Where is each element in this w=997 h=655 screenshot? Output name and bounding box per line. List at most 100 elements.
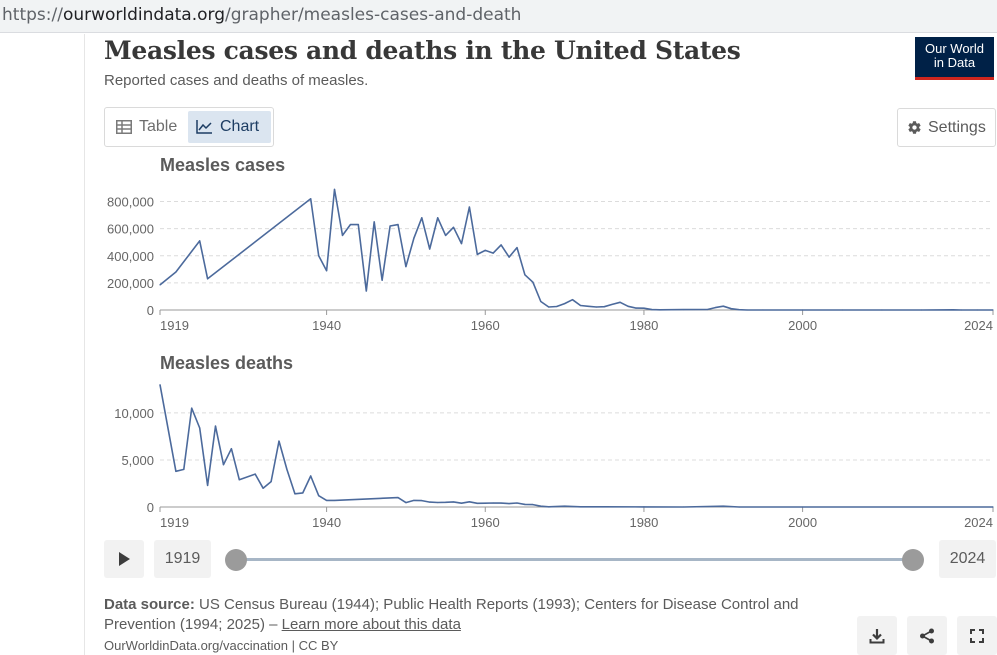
data-point — [976, 309, 978, 311]
page-title: Measles cases and deaths in the United S… — [104, 36, 741, 65]
data-point — [484, 502, 486, 504]
data-point — [270, 481, 272, 483]
learn-more-link[interactable]: Learn more about this data — [281, 616, 461, 633]
data-point — [532, 503, 534, 506]
data-point — [921, 309, 923, 311]
data-point — [802, 309, 804, 311]
tab-chart[interactable]: Chart — [188, 111, 271, 143]
x-tick-label: 2000 — [788, 318, 817, 333]
data-point — [333, 188, 336, 190]
data-point — [413, 237, 415, 239]
data-point — [516, 502, 518, 504]
gear-icon — [908, 121, 921, 134]
data-point — [175, 271, 177, 273]
data-point — [199, 427, 201, 429]
series-line — [159, 384, 993, 508]
data-point — [564, 303, 566, 305]
fullscreen-button[interactable] — [957, 616, 997, 655]
settings-button[interactable]: Settings — [897, 108, 996, 147]
logo-line-1: Our World — [925, 41, 984, 56]
data-point — [476, 253, 478, 256]
data-point — [762, 309, 764, 311]
data-point — [230, 448, 232, 450]
data-point — [159, 384, 161, 386]
timeline-end-handle[interactable] — [902, 549, 924, 571]
data-point — [476, 502, 478, 504]
data-point — [222, 464, 225, 466]
line-chart-icon — [196, 120, 212, 134]
url-scheme: https:// — [2, 5, 63, 25]
data-point — [214, 425, 217, 427]
data-point — [349, 224, 351, 226]
data-point — [683, 506, 685, 508]
y-tick-label: 400,000 — [107, 249, 154, 264]
data-point — [651, 308, 653, 311]
data-point — [722, 305, 724, 307]
data-point — [452, 501, 455, 503]
data-point — [405, 501, 407, 504]
data-point — [278, 440, 280, 442]
play-button[interactable] — [104, 540, 144, 578]
data-point — [286, 468, 288, 470]
download-button[interactable] — [857, 616, 897, 655]
data-point — [738, 506, 740, 508]
owid-logo[interactable]: Our World in Data — [915, 37, 994, 80]
data-point — [579, 304, 582, 307]
data-point — [841, 309, 843, 311]
data-point — [333, 499, 336, 502]
address-bar[interactable]: https://ourworldindata.org/grapher/measl… — [0, 0, 997, 33]
data-point — [587, 305, 590, 307]
data-point — [413, 499, 415, 502]
data-point — [659, 309, 661, 311]
data-point — [460, 502, 463, 504]
footer-attribution: OurWorldinData.org/vaccination | CC BY — [104, 638, 339, 653]
data-point — [643, 506, 645, 508]
data-point — [564, 505, 566, 507]
x-tick-label: 2024 — [964, 515, 993, 530]
timeline-track[interactable] — [236, 558, 913, 561]
data-point — [714, 306, 716, 309]
data-point — [199, 240, 201, 242]
data-point — [603, 306, 605, 308]
deaths-chart: 0 5,000 10,000 1919 1940 1960 1980 2000 2024 — [114, 384, 994, 530]
data-point — [429, 501, 431, 503]
data-point — [397, 224, 399, 226]
data-point — [357, 224, 359, 226]
settings-label: Settings — [928, 118, 986, 136]
share-button[interactable] — [907, 616, 947, 655]
logo-line-2: in Data — [933, 55, 976, 70]
series-line — [159, 188, 993, 311]
data-point — [746, 309, 748, 311]
data-point — [500, 244, 502, 246]
x-tick-label: 1980 — [629, 318, 658, 333]
share-icon — [920, 628, 934, 643]
timeline-start-year[interactable]: 1919 — [154, 540, 211, 578]
cases-chart: 0 200,000 400,000 600,000 800,000 1919 1940 196… — [107, 188, 994, 333]
timeline-start-handle[interactable] — [225, 549, 247, 571]
y-tick-label: 600,000 — [107, 222, 154, 237]
data-point — [238, 479, 240, 481]
url-text[interactable]: https://ourworldindata.org/grapher/measl… — [2, 5, 521, 25]
x-tick-label: 1919 — [160, 318, 189, 333]
data-point — [429, 248, 431, 250]
data-point — [508, 503, 510, 505]
timeline-end-year[interactable]: 2024 — [939, 540, 996, 578]
data-point — [437, 217, 439, 219]
data-point — [405, 266, 407, 268]
data-point — [802, 506, 804, 508]
data-point — [579, 506, 582, 508]
data-point — [603, 506, 605, 508]
data-point — [952, 309, 954, 311]
data-point — [326, 270, 328, 272]
data-point — [373, 221, 375, 223]
x-tick-label: 1919 — [160, 515, 189, 530]
data-point — [468, 206, 470, 208]
data-point — [524, 503, 526, 505]
data-point — [318, 255, 320, 257]
table-icon — [116, 120, 132, 134]
data-point — [643, 307, 645, 309]
data-point — [310, 198, 312, 200]
y-tick-label: 200,000 — [107, 276, 154, 291]
data-point — [960, 309, 962, 311]
tab-table[interactable]: Table — [108, 111, 188, 143]
